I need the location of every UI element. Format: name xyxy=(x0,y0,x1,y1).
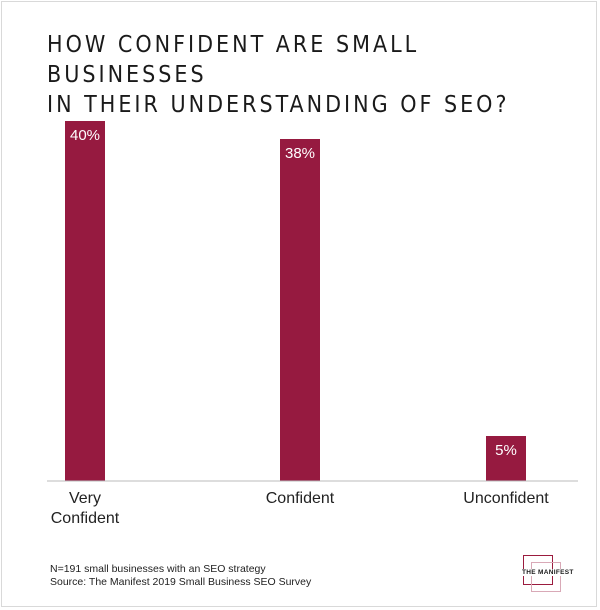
labels-layer: 40% Very Confident 38% Confident 5% Unconfiden… xyxy=(51,127,550,527)
category-label-0-line-1: Confident xyxy=(51,510,120,527)
bar-2 xyxy=(486,436,526,481)
logo-square-front xyxy=(531,562,561,592)
chart-title-line-2: IN THEIR UNDERSTANDING OF SEO? xyxy=(47,92,510,118)
logo-text: THE MANIFEST xyxy=(521,569,575,576)
category-label-1-line-0: Confident xyxy=(266,490,335,507)
the-manifest-logo: THE MANIFEST xyxy=(521,555,575,595)
footnote-source: Source: The Manifest 2019 Small Business… xyxy=(50,576,312,588)
bar-value-label-1: 38% xyxy=(285,145,315,162)
footnote-sample-size: N=191 small businesses with an SEO strat… xyxy=(50,563,266,575)
bar-1 xyxy=(280,139,320,481)
bars-layer xyxy=(65,121,526,481)
category-label-0-line-0: Very xyxy=(69,490,101,507)
chart-title-line-1: HOW CONFIDENT ARE SMALL BUSINESSES xyxy=(47,32,420,88)
chart-title: HOW CONFIDENT ARE SMALL BUSINESSES IN TH… xyxy=(47,30,577,120)
bar-value-label-2: 5% xyxy=(495,442,517,459)
bar-chart: 40% Very Confident 38% Confident 5% Unconfiden… xyxy=(47,121,578,527)
footnote: N=191 small businesses with an SEO strat… xyxy=(50,563,311,589)
bar-value-label-0: 40% xyxy=(70,127,100,144)
category-label-2-line-0: Unconfident xyxy=(463,490,549,507)
bar-0 xyxy=(65,121,105,481)
